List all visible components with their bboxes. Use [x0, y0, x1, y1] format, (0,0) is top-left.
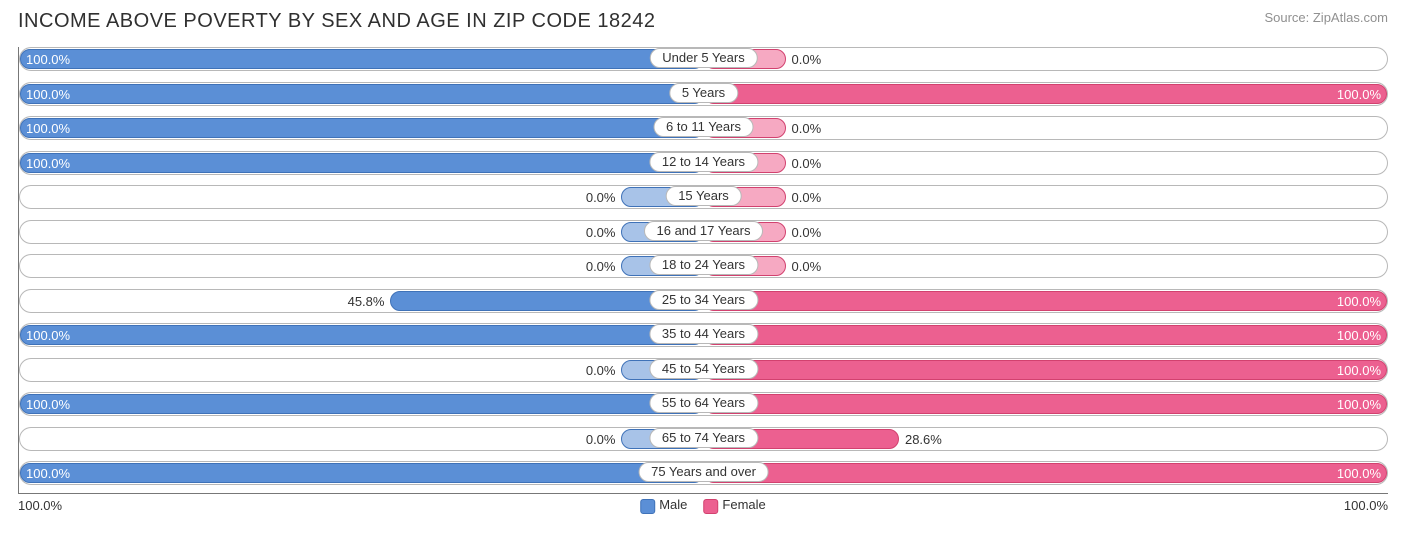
legend-male: Male: [640, 497, 687, 513]
category-label: 35 to 44 Years: [649, 324, 758, 344]
male-value: 100.0%: [26, 152, 70, 176]
chart-row: 100.0% 100.0% 55 to 64 Years: [19, 392, 1388, 416]
male-value: 0.0%: [586, 428, 616, 452]
female-bar: [704, 463, 1388, 483]
axis-left-label: 100.0%: [18, 498, 62, 513]
chart-row: 100.0% 100.0% 35 to 44 Years: [19, 323, 1388, 347]
male-value: 100.0%: [26, 83, 70, 107]
category-label: 15 Years: [665, 186, 742, 206]
category-label: 45 to 54 Years: [649, 359, 758, 379]
chart-row: 100.0% 0.0% Under 5 Years: [19, 47, 1388, 71]
female-value: 0.0%: [792, 117, 822, 141]
male-value: 45.8%: [348, 290, 385, 314]
category-label: 55 to 64 Years: [649, 393, 758, 413]
male-bar: [20, 118, 704, 138]
chart-row: 100.0% 0.0% 12 to 14 Years: [19, 151, 1388, 175]
chart-row: 0.0% 100.0% 45 to 54 Years: [19, 358, 1388, 382]
chart-row: 100.0% 100.0% 5 Years: [19, 82, 1388, 106]
female-bar: [704, 325, 1388, 345]
chart-row: 0.0% 28.6% 65 to 74 Years: [19, 427, 1388, 451]
legend-female: Female: [703, 497, 765, 513]
female-value: 100.0%: [1337, 83, 1381, 107]
category-label: 75 Years and over: [638, 462, 769, 482]
category-label: 16 and 17 Years: [644, 221, 764, 241]
female-bar: [704, 84, 1388, 104]
category-label: 5 Years: [669, 83, 738, 103]
female-bar: [704, 291, 1388, 311]
chart-title: INCOME ABOVE POVERTY BY SEX AND AGE IN Z…: [18, 10, 655, 33]
female-value: 0.0%: [792, 152, 822, 176]
axis-right-label: 100.0%: [1344, 498, 1388, 513]
chart-row: 0.0% 0.0% 16 and 17 Years: [19, 220, 1388, 244]
male-swatch-icon: [640, 499, 655, 514]
female-value: 0.0%: [792, 255, 822, 279]
category-label: Under 5 Years: [649, 48, 757, 68]
female-value: 0.0%: [792, 221, 822, 245]
category-label: 65 to 74 Years: [649, 428, 758, 448]
female-value: 0.0%: [792, 48, 822, 72]
male-value: 100.0%: [26, 117, 70, 141]
male-value: 100.0%: [26, 393, 70, 417]
male-value: 0.0%: [586, 359, 616, 383]
male-value: 100.0%: [26, 324, 70, 348]
chart-footer: 100.0% Male Female 100.0%: [18, 498, 1388, 513]
male-bar: [20, 394, 704, 414]
category-label: 18 to 24 Years: [649, 255, 758, 275]
legend-male-label: Male: [659, 497, 687, 512]
female-swatch-icon: [703, 499, 718, 514]
male-value: 0.0%: [586, 221, 616, 245]
category-label: 6 to 11 Years: [653, 117, 754, 137]
female-value: 100.0%: [1337, 393, 1381, 417]
chart-row: 100.0% 100.0% 75 Years and over: [19, 461, 1388, 485]
female-value: 100.0%: [1337, 462, 1381, 486]
chart-row: 100.0% 0.0% 6 to 11 Years: [19, 116, 1388, 140]
source-label: Source: ZipAtlas.com: [1264, 10, 1388, 25]
diverging-bar-chart: 100.0% 0.0% Under 5 Years 100.0% 100.0% 5 Yea…: [18, 47, 1388, 494]
male-bar: [20, 463, 704, 483]
female-bar: [704, 360, 1388, 380]
female-value: 100.0%: [1337, 359, 1381, 383]
male-value: 100.0%: [26, 462, 70, 486]
female-value: 0.0%: [792, 186, 822, 210]
chart-row: 0.0% 0.0% 15 Years: [19, 185, 1388, 209]
legend-female-label: Female: [722, 497, 765, 512]
female-value: 100.0%: [1337, 324, 1381, 348]
category-label: 12 to 14 Years: [649, 152, 758, 172]
male-value: 0.0%: [586, 186, 616, 210]
male-bar: [20, 325, 704, 345]
female-bar: [704, 394, 1388, 414]
male-value: 0.0%: [586, 255, 616, 279]
male-value: 100.0%: [26, 48, 70, 72]
chart-row: 0.0% 0.0% 18 to 24 Years: [19, 254, 1388, 278]
female-value: 100.0%: [1337, 290, 1381, 314]
male-bar: [20, 84, 704, 104]
male-bar: [20, 49, 704, 69]
chart-row: 45.8% 100.0% 25 to 34 Years: [19, 289, 1388, 313]
male-bar: [20, 153, 704, 173]
legend: Male Female: [640, 497, 766, 513]
category-label: 25 to 34 Years: [649, 290, 758, 310]
female-value: 28.6%: [905, 428, 942, 452]
